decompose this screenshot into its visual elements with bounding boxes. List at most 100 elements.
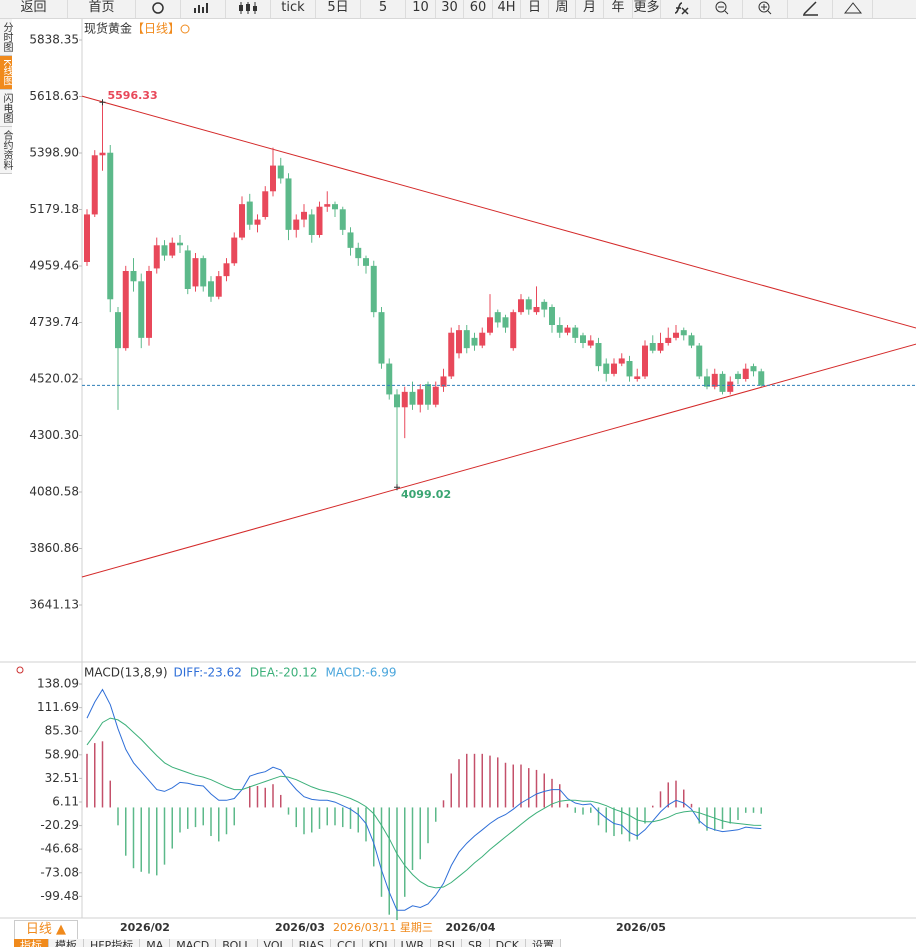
indicator-tab[interactable]: SR xyxy=(462,939,490,947)
settings-icon xyxy=(16,666,24,674)
y-tick-label: 111.69 xyxy=(37,700,79,714)
candle-body xyxy=(719,373,726,392)
toolbar-button[interactable]: 5 xyxy=(361,0,406,18)
candle-body xyxy=(169,242,176,256)
toolbar-button[interactable]: 60 xyxy=(464,0,493,18)
macd-bar xyxy=(512,764,514,808)
y-tick-label: 85.30 xyxy=(45,724,79,738)
indicator-tab[interactable]: CCI xyxy=(330,939,363,947)
icon-triangle-glyph xyxy=(843,2,863,14)
macd-bar xyxy=(210,807,212,837)
toolbar-button[interactable]: tick xyxy=(271,0,316,18)
icon-zoom-out[interactable] xyxy=(701,0,743,18)
toolbar-button[interactable]: 4H xyxy=(493,0,521,18)
macd-bar xyxy=(86,753,88,808)
y-tick-label: 3860.86 xyxy=(29,541,79,555)
macd-bar xyxy=(543,773,545,808)
candle-body xyxy=(549,306,555,325)
indicator-tab[interactable]: LWR xyxy=(394,939,432,947)
candle-body xyxy=(130,270,137,282)
macd-bar xyxy=(466,753,468,808)
y-tick-label: -99.48 xyxy=(40,889,79,903)
candle-body xyxy=(215,276,222,297)
candle-body xyxy=(301,211,307,220)
indicator-tab[interactable]: KDJ xyxy=(362,939,395,947)
macd-bar xyxy=(613,807,615,837)
icon-refresh-glyph xyxy=(152,2,164,14)
toolbar-button[interactable]: 返回 xyxy=(0,0,68,18)
icon-zoom-out-glyph xyxy=(715,1,729,15)
indicator-tab[interactable]: DCK xyxy=(489,939,527,947)
indicator-tab[interactable]: RSI xyxy=(431,939,463,947)
sidebar-tab[interactable]: 分时图 xyxy=(0,19,12,56)
indicator-tab[interactable]: HFP指标 xyxy=(84,939,141,947)
indicator-tab[interactable]: 设置 xyxy=(526,939,562,947)
sidebar-tab[interactable]: 合约资料 xyxy=(0,126,12,174)
icon-candles[interactable] xyxy=(226,0,271,18)
chart-subtitle: 【日线】 xyxy=(132,22,180,36)
candle-body xyxy=(727,381,734,392)
legend-entry: DEA:-20.12 xyxy=(250,666,318,680)
macd-bar xyxy=(458,759,460,808)
high-label: 5596.33 xyxy=(108,89,158,102)
toolbar-button[interactable]: 首页 xyxy=(68,0,136,18)
indicator-tab[interactable]: VOL xyxy=(257,939,293,947)
sidebar-tab[interactable]: 闪电图 xyxy=(0,89,12,127)
candle-body xyxy=(417,389,424,405)
y-tick-label: 4300.30 xyxy=(29,428,79,442)
icon-refresh[interactable] xyxy=(136,0,181,18)
toolbar-button[interactable]: 5日 xyxy=(316,0,361,18)
candle-body xyxy=(649,342,656,351)
candle-body xyxy=(688,335,695,346)
candle-body xyxy=(324,204,331,207)
candle-body xyxy=(494,312,501,323)
macd-bar xyxy=(202,807,204,826)
candle-body xyxy=(115,312,121,349)
macd-bar xyxy=(644,807,646,824)
candle-body xyxy=(347,232,354,248)
macd-bar xyxy=(311,807,313,833)
candle-body xyxy=(634,376,641,379)
icon-pen[interactable] xyxy=(788,0,833,18)
macd-bar xyxy=(163,807,166,865)
candle-body xyxy=(138,281,145,338)
indicator-tab[interactable]: BIAS xyxy=(292,939,331,947)
indicator-tab[interactable]: MACD xyxy=(170,939,217,947)
icon-bars[interactable] xyxy=(181,0,226,18)
macd-bar xyxy=(156,807,158,876)
icon-triangle[interactable] xyxy=(833,0,873,18)
candle-body xyxy=(463,330,470,349)
candle-body xyxy=(339,209,346,230)
y-tick-label: 58.90 xyxy=(45,747,79,761)
chart-title: 现货黄金 xyxy=(84,21,132,36)
toolbar-button[interactable]: 更多 xyxy=(633,0,661,18)
macd-bar xyxy=(582,807,584,815)
candle-body xyxy=(386,363,393,395)
period-button[interactable]: 日线 ▲ xyxy=(14,920,78,940)
sidebar-tab[interactable]: K线图 xyxy=(0,56,12,90)
macd-bar xyxy=(318,807,321,829)
toolbar-button[interactable]: 月 xyxy=(576,0,604,18)
toolbar-button[interactable]: 日 xyxy=(521,0,549,18)
indicator-tab[interactable]: MA xyxy=(140,939,171,947)
toolbar-button[interactable]: 10 xyxy=(406,0,436,18)
toolbar-button[interactable]: 周 xyxy=(549,0,576,18)
macd-bar xyxy=(125,807,127,856)
y-tick-label: -46.68 xyxy=(40,842,79,856)
toolbar-button[interactable]: 30 xyxy=(436,0,464,18)
macd-bar xyxy=(373,807,375,867)
indicator-tab[interactable]: 模板 xyxy=(49,939,84,947)
low-label: 4099.02 xyxy=(401,488,451,501)
y-tick-label: 5179.18 xyxy=(29,202,79,216)
indicator-tab[interactable]: BOLL xyxy=(216,939,258,947)
candle-body xyxy=(502,317,509,328)
macd-bar xyxy=(295,807,297,828)
macd-bar xyxy=(551,778,553,808)
macd-bar xyxy=(94,743,96,808)
icon-zoom-in[interactable] xyxy=(743,0,788,18)
y-tick-label: 6.11 xyxy=(52,794,79,808)
candle-body xyxy=(239,204,245,238)
toolbar-button[interactable]: 年 xyxy=(604,0,633,18)
indicator-tab[interactable]: 指标 xyxy=(14,939,49,947)
icon-fx[interactable] xyxy=(661,0,701,18)
